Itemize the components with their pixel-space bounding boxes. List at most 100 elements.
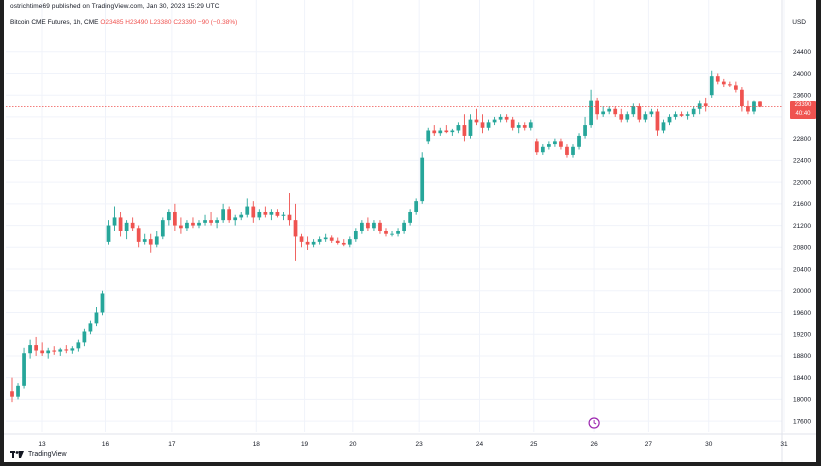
candle-body [329, 237, 334, 241]
candle-body [305, 241, 310, 245]
candle-body [649, 111, 654, 115]
price-axis: 17600 18000 18400 18800 19200 19600 20000 20400… [781, 0, 811, 462]
time-tick-label: 20 [349, 441, 357, 448]
candle-body [631, 106, 636, 115]
candle-body [287, 214, 292, 221]
candle-body [643, 114, 648, 120]
candle-body [34, 345, 38, 351]
last-price-tag: 23390 40:40 [790, 100, 816, 119]
candle-body [112, 217, 117, 226]
candle-body [257, 211, 262, 218]
time-tick-label: 17 [168, 441, 176, 448]
candle-body [601, 111, 606, 115]
candles [10, 70, 762, 403]
candle-body [444, 130, 449, 133]
candle-body [480, 122, 485, 128]
price-tick-label: 20400 [793, 266, 811, 273]
candle-body [94, 312, 99, 324]
candle-body [52, 350, 57, 352]
candle-body [100, 293, 105, 313]
candle-body [667, 116, 672, 123]
candle-body [281, 214, 286, 216]
candle-body [191, 222, 195, 226]
candle-body [408, 211, 412, 223]
candle-body [245, 206, 250, 215]
candle-body [619, 114, 624, 120]
candle-body [456, 125, 461, 131]
symbol-title: Bitcoin CME Futures, 1h, CME [10, 19, 99, 26]
price-tick-label: 20800 [793, 245, 811, 252]
price-tick-label: 23600 [793, 92, 811, 99]
candle-body [553, 141, 557, 145]
candle-body [468, 119, 473, 136]
candlestick-chart[interactable]: 17600 18000 18400 18800 19200 19600 20000 20400… [4, 0, 816, 462]
last-price-value: 23390 [794, 101, 812, 108]
candle-body [185, 222, 189, 229]
candle-body [233, 217, 238, 221]
chart-panel[interactable]: 17600 18000 18400 18800 19200 19600 20000 20400… [4, 0, 816, 462]
price-tick-label: 19600 [793, 310, 811, 317]
candle-body [64, 349, 69, 351]
time-tick-label: 25 [530, 441, 538, 448]
candle-body [269, 211, 274, 215]
time-tick-label: 18 [253, 441, 261, 448]
candle-body [709, 76, 714, 96]
candle-body [173, 211, 177, 226]
candle-body [758, 101, 762, 107]
candle-body [293, 220, 298, 237]
candle-body [166, 211, 171, 221]
currency-label: USD [792, 19, 806, 26]
candle-body [571, 146, 575, 155]
candle-body [504, 116, 509, 120]
price-tick-label: 22400 [793, 158, 811, 165]
candle-body [263, 211, 268, 215]
candle-body [209, 220, 213, 223]
candle-body [528, 122, 533, 128]
candle-body [492, 119, 497, 123]
candle-body [22, 353, 26, 386]
candle-body [607, 108, 612, 112]
clock-icon[interactable] [588, 417, 600, 429]
candle-body [547, 144, 551, 147]
time-axis: 13 16 17 18 19 20 23 24 25 26 27 30 31 [4, 433, 816, 448]
price-tick-label: 18400 [793, 375, 811, 382]
candle-body [583, 125, 587, 136]
markers [6, 106, 782, 429]
candle-body [227, 209, 232, 221]
grid [6, 0, 785, 432]
candle-body [685, 114, 690, 116]
candle-body [215, 220, 219, 223]
candle-body [426, 130, 431, 142]
candle-body [366, 222, 370, 229]
tradingview-logo[interactable]: TradingView [10, 451, 67, 458]
candle-body [275, 211, 280, 216]
candle-body [679, 114, 684, 116]
candle-body [565, 146, 569, 155]
candle-body [510, 119, 515, 128]
candle-body [402, 222, 406, 231]
candle-body [323, 237, 328, 240]
candle-body [727, 84, 732, 86]
candle-body [16, 385, 20, 397]
candle-body [58, 349, 63, 352]
candle-body [372, 222, 376, 229]
price-tick-label: 24000 [793, 71, 811, 78]
candle-body [353, 231, 358, 240]
clock-icon-hands [593, 420, 597, 425]
ohlc-values: O23485 H23490 L23380 C23390 −90 (−0.38%) [100, 19, 238, 26]
time-tick-label: 30 [705, 441, 713, 448]
price-tick-label: 21600 [793, 201, 811, 208]
candle-body [311, 241, 316, 245]
candle-body [746, 106, 750, 112]
price-tick-label: 20000 [793, 288, 811, 295]
candle-body [88, 323, 93, 332]
price-tick-label: 17600 [793, 418, 811, 425]
candle-body [540, 146, 545, 153]
candle-body [76, 342, 81, 349]
candle-body [721, 81, 726, 85]
candle-body [317, 239, 322, 242]
price-tick-label: 18000 [793, 397, 811, 404]
price-tick-label: 18800 [793, 353, 811, 360]
candle-body [740, 89, 744, 107]
candle-body [396, 231, 400, 234]
